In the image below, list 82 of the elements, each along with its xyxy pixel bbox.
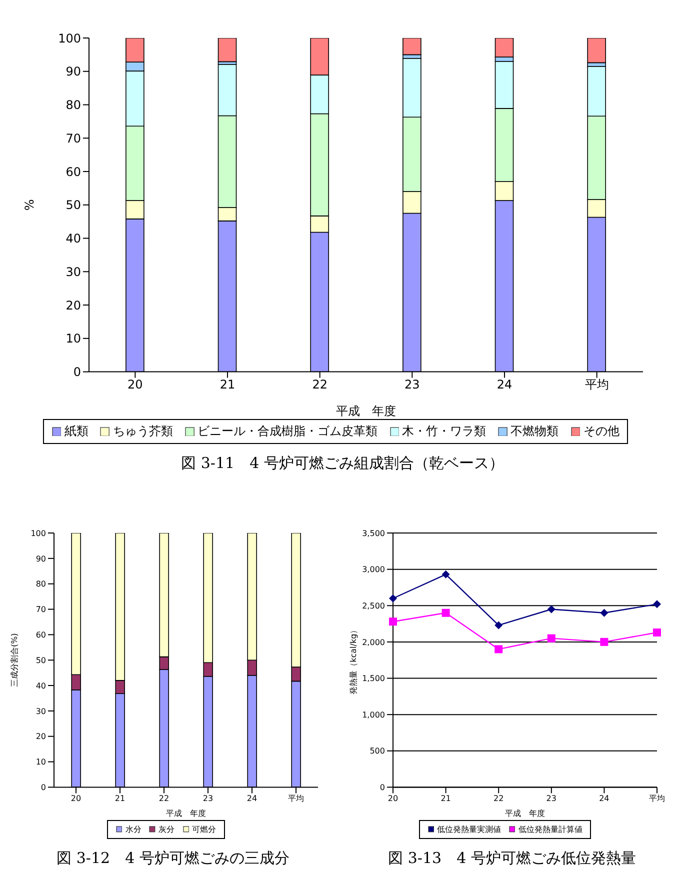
y-tick-label: 1,500 — [362, 674, 385, 684]
x-tick-label: 20 — [388, 794, 398, 803]
legend-label: その他 — [583, 423, 620, 440]
x-tick-label: 24 — [246, 794, 258, 803]
y-tick-label: 50 — [65, 198, 80, 212]
x-tick-label: 20 — [127, 377, 142, 392]
x-tick-label: 21 — [219, 377, 235, 392]
legend-label: 可燃分 — [192, 824, 216, 835]
point — [494, 621, 503, 630]
legend-label: 水分 — [125, 824, 142, 835]
legend-label: 木・竹・ワラ類 — [402, 423, 486, 440]
point — [547, 634, 556, 642]
caption: 図 3-11 4 号炉可燃ごみ組成割合（乾ベース） — [180, 454, 505, 473]
point — [442, 608, 450, 617]
y-tick-label: 20 — [36, 732, 46, 742]
bar — [402, 38, 421, 56]
y-axis-title: 発熱量（kcal/kg） — [348, 626, 358, 694]
x-tick-label: 21 — [440, 794, 451, 803]
y-tick-label: 10 — [65, 332, 80, 346]
y-axis-title: % — [22, 199, 36, 211]
point — [653, 628, 661, 636]
legend-label: 低位発熱量実測値 — [437, 824, 501, 835]
y-tick-label: 0 — [380, 783, 385, 792]
y-tick-label: 80 — [36, 580, 46, 589]
y-tick-label: 2,500 — [362, 601, 385, 610]
legend-label: 紙類 — [64, 423, 88, 440]
y-tick-label: 3,000 — [362, 565, 385, 574]
y-tick-label: 90 — [36, 554, 46, 564]
x-tick-label: 平均 — [288, 794, 304, 803]
legend-label: ちゅう芥類 — [112, 423, 173, 440]
x-tick-label: 23 — [404, 377, 420, 392]
y-tick-label: 2,000 — [362, 638, 385, 647]
y-tick-label: 0 — [72, 365, 80, 380]
x-axis-title: 平成 年度 — [505, 809, 545, 818]
y-tick-label: 30 — [65, 264, 80, 279]
legend-label: ビニール・合成樹脂・ゴム皮革類 — [198, 423, 378, 440]
point — [653, 600, 661, 608]
x-tick-label: 24 — [599, 794, 610, 803]
x-tick-label: 22 — [312, 377, 327, 392]
y-tick-label: 30 — [36, 706, 46, 716]
x-axis-title: 平成 年度 — [166, 809, 206, 818]
point — [600, 608, 608, 617]
y-tick-label: 100 — [30, 528, 46, 538]
x-tick-label: 21 — [114, 794, 126, 803]
x-tick-label: 22 — [158, 794, 170, 803]
y-axis-title: 三成分割合(%) — [10, 633, 19, 688]
y-tick-label: 40 — [36, 681, 46, 690]
point — [442, 570, 450, 578]
y-tick-label: 70 — [65, 131, 80, 146]
x-tick-label: 24 — [496, 377, 512, 392]
point — [494, 645, 503, 654]
legend-label: 低位発熱量計算値 — [518, 824, 582, 835]
y-tick-label: 10 — [36, 758, 46, 767]
y-tick-label: 40 — [65, 232, 80, 246]
caption: 図 3-12 4 号炉可燃ごみの三成分 — [56, 849, 290, 868]
y-tick-label: 50 — [36, 656, 46, 665]
caption: 図 3-13 4 号炉可燃ごみ低位発熱量 — [387, 849, 637, 868]
point — [389, 594, 397, 602]
x-tick-label: 平均 — [584, 377, 608, 392]
x-tick-label: 23 — [546, 794, 556, 803]
bar — [217, 38, 236, 62]
y-tick-label: 60 — [65, 164, 80, 179]
x-tick-label: 平均 — [649, 794, 665, 803]
y-tick-label: 80 — [65, 98, 80, 112]
x-tick-label: 23 — [202, 794, 214, 803]
y-tick-label: 0 — [40, 783, 46, 792]
x-axis-title: 平成 年度 — [336, 404, 396, 418]
y-tick-label: 3,500 — [362, 528, 385, 538]
point — [600, 638, 608, 646]
y-tick-label: 60 — [36, 630, 46, 640]
y-tick-label: 100 — [58, 31, 80, 46]
bar — [586, 38, 606, 64]
point — [547, 605, 556, 614]
point — [389, 618, 397, 626]
y-tick-label: 70 — [36, 605, 46, 614]
y-tick-label: 500 — [370, 746, 385, 756]
y-tick-label: 1,000 — [362, 710, 385, 720]
legend-label: 灰分 — [158, 824, 175, 835]
y-tick-label: 20 — [65, 298, 80, 312]
x-tick-label: 22 — [494, 794, 504, 803]
y-tick-label: 90 — [65, 64, 80, 79]
legend-label: 不燃物類 — [510, 423, 559, 440]
